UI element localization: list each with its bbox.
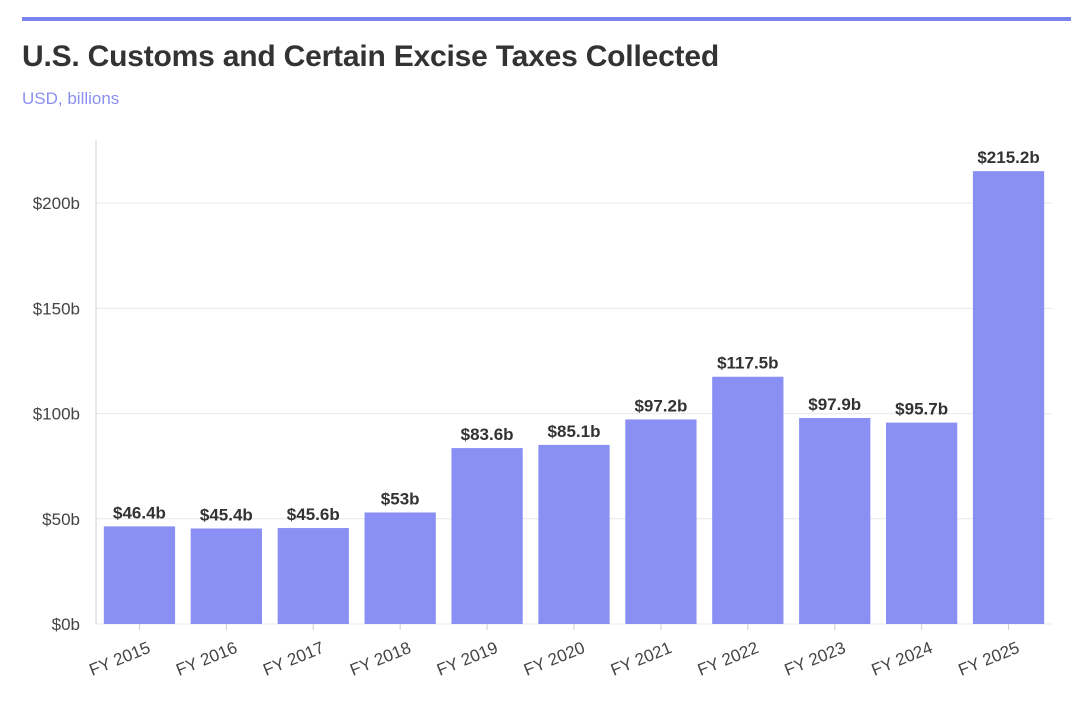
data-label: $46.4b (113, 503, 166, 522)
bar (886, 422, 958, 624)
data-label: $117.5b (717, 354, 778, 373)
bar (190, 528, 262, 624)
x-tick-label: FY 2023 (782, 638, 848, 680)
data-label: $85.1b (548, 422, 601, 441)
data-label: $45.6b (287, 505, 340, 524)
x-tick-label: FY 2024 (869, 638, 935, 680)
x-tick-label: FY 2017 (260, 638, 326, 680)
y-tick-label: $200b (33, 194, 80, 213)
bar (451, 448, 523, 624)
data-label: $97.2b (634, 396, 687, 415)
data-label: $97.9b (808, 395, 861, 414)
data-label: $45.4b (200, 505, 253, 524)
x-tick-label: FY 2016 (173, 638, 239, 680)
bar (103, 526, 176, 624)
x-tick-label: FY 2020 (521, 638, 587, 680)
x-tick-label: FY 2015 (87, 638, 153, 680)
data-label: $95.7b (895, 400, 948, 419)
top-accent-rule (22, 17, 1071, 21)
x-tick-label: FY 2021 (608, 638, 674, 680)
y-tick-label: $0b (52, 615, 80, 634)
bar (799, 417, 871, 624)
data-label: $83.6b (461, 425, 514, 444)
y-tick-label: $150b (33, 299, 80, 318)
bar (972, 171, 1045, 624)
x-tick-label: FY 2022 (695, 638, 761, 680)
y-tick-label: $100b (33, 405, 80, 424)
chart-title: U.S. Customs and Certain Excise Taxes Co… (22, 40, 719, 73)
data-label: $215.2b (977, 148, 1039, 167)
bar (625, 419, 697, 624)
x-tick-label: FY 2018 (347, 638, 413, 680)
x-tick-label: FY 2025 (956, 638, 1022, 680)
chart-subtitle: USD, billions (22, 89, 120, 108)
bar (277, 528, 349, 624)
data-label: $53b (381, 489, 420, 508)
x-tick-label: FY 2019 (434, 638, 500, 680)
bar (712, 376, 784, 624)
bar (364, 512, 436, 624)
bar (538, 444, 610, 624)
y-tick-label: $50b (42, 510, 80, 529)
